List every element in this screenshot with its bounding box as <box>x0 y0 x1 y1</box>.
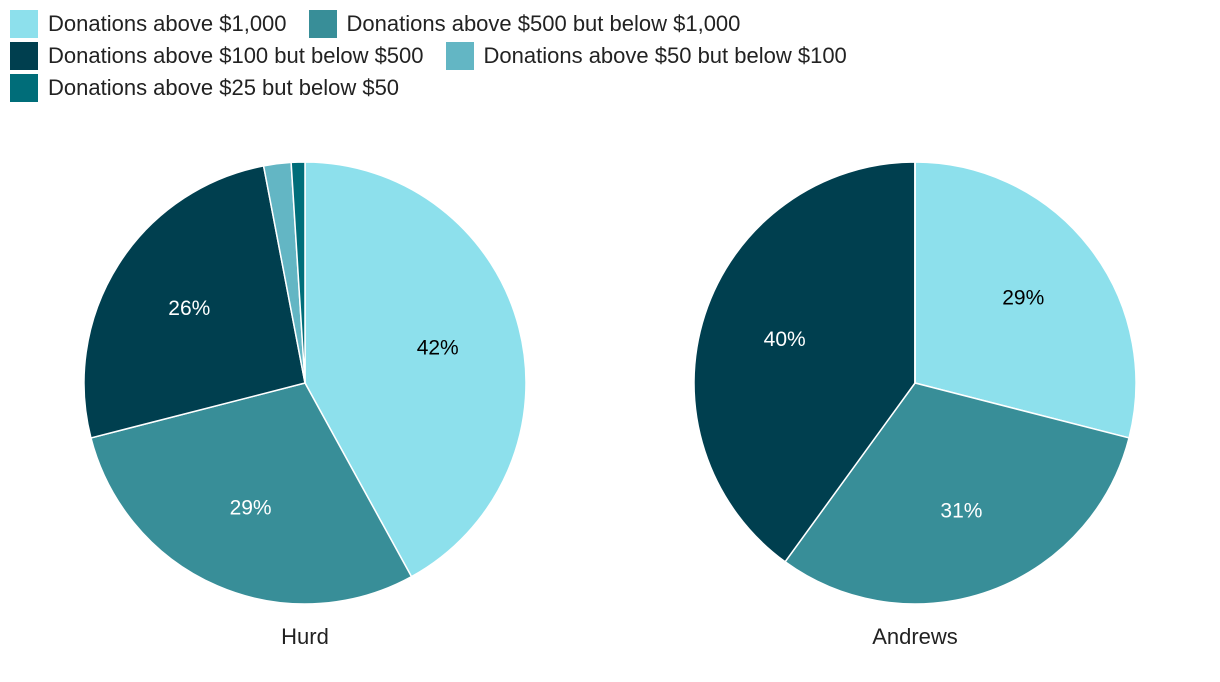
legend-label: Donations above $50 but below $100 <box>483 43 847 68</box>
legend-swatch <box>10 74 38 102</box>
slice-label: 26% <box>168 297 210 320</box>
legend-swatch <box>445 42 474 70</box>
legend-label: Donations above $1,000 <box>48 11 287 36</box>
legend-swatch <box>10 42 38 70</box>
slice-label: 29% <box>1002 287 1044 310</box>
slice-label: 29% <box>230 496 272 519</box>
pie-slice <box>693 161 916 563</box>
slice-label: 31% <box>940 499 982 522</box>
pie-slice <box>90 382 413 605</box>
legend-item: Donations above $1,000 <box>10 10 287 38</box>
legend-swatch <box>10 10 38 38</box>
legend-item: Donations above $100 but below $500 <box>10 42 424 70</box>
pie-slice <box>83 165 306 439</box>
legend-item: Donations above $50 but below $100 <box>445 42 847 70</box>
legend-label: Donations above $25 but below $50 <box>48 75 400 100</box>
slice-label: 42% <box>417 336 459 359</box>
legend-item: Donations above $500 but below $1,000 <box>308 10 741 38</box>
legend-item: Donations above $25 but below $50 <box>10 74 399 102</box>
pie-slice <box>304 161 527 578</box>
pie-slice <box>290 161 306 384</box>
legend: Donations above $1,000 Donations above $5… <box>10 10 940 102</box>
legend-swatch <box>308 10 337 38</box>
legend-label: Donations above $500 but below $1,000 <box>346 11 741 36</box>
pie-slice <box>914 161 1137 439</box>
slice-label: 40% <box>764 328 806 351</box>
pie-slice <box>784 382 1130 605</box>
pie-title: Andrews <box>872 624 958 649</box>
legend-label: Donations above $100 but below $500 <box>48 43 424 68</box>
pie-title: Hurd <box>281 624 329 649</box>
